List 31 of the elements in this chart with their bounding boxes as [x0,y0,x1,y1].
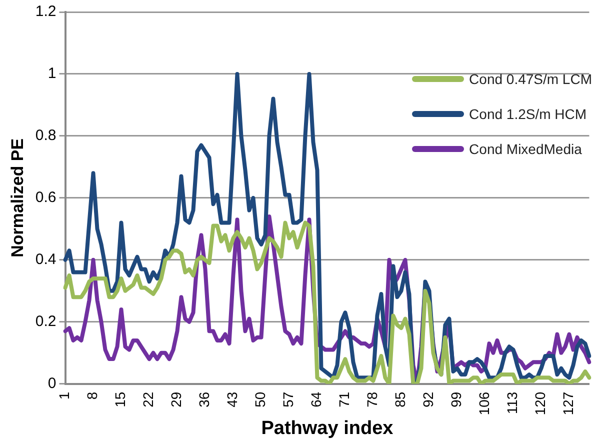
x-tick-label: 64 [308,392,324,408]
x-tick-label: 22 [140,392,156,408]
legend-label: Cond 1.2S/m HCM [469,106,587,122]
y-axis-title: Normalized PE [8,138,27,258]
x-tick-label: 8 [84,392,100,400]
x-tick-label: 113 [504,392,520,414]
y-tick-label: 0.4 [35,251,56,268]
legend-label: Cond MixedMedia [469,140,582,156]
x-axis-title: Pathway index [261,418,394,439]
y-tick-label: 0.2 [35,313,56,330]
y-tick-label: 0.8 [35,127,56,144]
x-tick-label: 106 [476,392,492,416]
x-tick-label: 127 [560,392,576,416]
x-tick-label: 71 [336,392,352,408]
legend-label: Cond 0.47S/m LCM [469,70,592,86]
x-tick-label: 36 [196,392,212,408]
x-tick-label: 78 [364,392,380,408]
y-tick-label: 0 [48,374,56,392]
x-tick-label: 120 [532,392,548,416]
x-tick-label: 15 [112,392,128,408]
x-tick-label: 99 [448,392,464,408]
x-tick-label: 43 [224,392,240,408]
x-tick-label: 50 [252,392,268,408]
x-tick-label: 29 [168,392,184,408]
y-tick-label: 0.6 [35,189,56,206]
x-tick-label: 57 [280,392,296,408]
x-tick-label: 92 [420,392,436,408]
x-tick-label: 1 [56,392,72,400]
x-tick-label: 85 [392,392,408,408]
y-tick-label: 1 [48,65,56,82]
y-tick-label: 1.2 [35,3,56,20]
